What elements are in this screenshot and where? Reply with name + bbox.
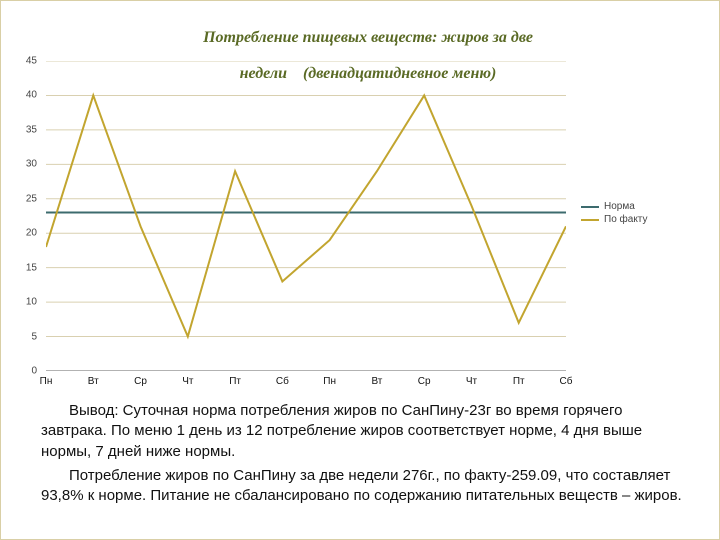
legend-item: Норма	[581, 201, 648, 212]
summary-text: Вывод: Суточная норма потребления жиров …	[41, 401, 689, 510]
chart-legend: Норма По факту	[581, 201, 648, 227]
x-tick-label: Чт	[182, 376, 193, 387]
legend-item: По факту	[581, 214, 648, 225]
y-tick-label: 15	[26, 262, 37, 273]
y-tick-label: 40	[26, 90, 37, 101]
x-tick-label: Вт	[88, 376, 99, 387]
slide-container: { "title": { "line1": "Потребление пищев…	[0, 0, 720, 540]
x-axis-labels: ПнВтСрЧтПтСбПнВтСрЧтПтСб	[46, 376, 566, 396]
y-tick-label: 25	[26, 193, 37, 204]
y-tick-label: 10	[26, 297, 37, 308]
x-tick-label: Чт	[466, 376, 477, 387]
x-tick-label: Сб	[276, 376, 289, 387]
legend-swatch	[581, 219, 599, 221]
series-line	[46, 95, 566, 336]
x-tick-label: Пт	[229, 376, 241, 387]
x-tick-label: Пн	[40, 376, 53, 387]
chart-gridlines	[46, 61, 566, 371]
x-tick-label: Пн	[323, 376, 336, 387]
legend-label: Норма	[604, 201, 635, 212]
y-axis-labels: 051015202530354045	[1, 61, 41, 371]
chart-series	[46, 95, 566, 336]
y-tick-label: 30	[26, 159, 37, 170]
x-tick-label: Ср	[418, 376, 431, 387]
x-tick-label: Вт	[371, 376, 382, 387]
chart-plot	[46, 61, 566, 371]
y-tick-label: 0	[31, 366, 37, 377]
summary-p1: Вывод: Суточная норма потребления жиров …	[41, 401, 689, 462]
legend-label: По факту	[604, 214, 648, 225]
y-tick-label: 5	[31, 331, 37, 342]
x-tick-label: Пт	[513, 376, 525, 387]
legend-swatch	[581, 206, 599, 208]
y-tick-label: 20	[26, 228, 37, 239]
y-tick-label: 35	[26, 124, 37, 135]
summary-p2: Потребление жиров по СанПину за две неде…	[41, 466, 689, 507]
title-line1: Потребление пищевых веществ: жиров за дв…	[203, 29, 533, 46]
y-tick-label: 45	[26, 56, 37, 67]
x-tick-label: Сб	[560, 376, 573, 387]
x-tick-label: Ср	[134, 376, 147, 387]
